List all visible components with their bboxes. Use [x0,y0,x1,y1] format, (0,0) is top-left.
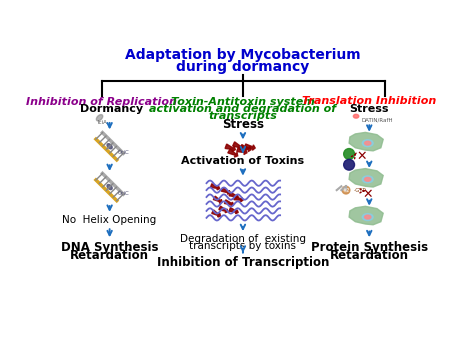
Circle shape [344,148,355,159]
Circle shape [342,186,350,194]
Polygon shape [221,188,230,194]
Text: ✕: ✕ [363,188,373,200]
Text: IciA: IciA [98,120,108,125]
Polygon shape [229,208,238,214]
Text: activation and degradation of: activation and degradation of [149,104,337,114]
Ellipse shape [365,215,371,219]
Text: ✕: ✕ [356,150,367,163]
Text: DNA Synthesis: DNA Synthesis [61,240,158,254]
Text: OriC: OriC [118,150,129,155]
Polygon shape [213,196,222,203]
Polygon shape [96,115,103,121]
Text: Protein Synthesis: Protein Synthesis [310,240,428,254]
Ellipse shape [365,177,371,181]
Ellipse shape [362,176,373,183]
Text: Dormancy: Dormancy [81,104,144,114]
Text: -GTP: -GTP [354,188,366,193]
Text: Translation Inhibition: Translation Inhibition [302,96,437,106]
Ellipse shape [107,184,112,190]
Polygon shape [349,133,383,151]
Polygon shape [233,142,243,150]
Polygon shape [349,169,383,187]
Text: Degradation of  existing: Degradation of existing [180,234,306,244]
Ellipse shape [362,213,373,220]
Text: during dormancy: during dormancy [176,60,310,74]
Circle shape [344,159,355,170]
Text: transcripts by toxins: transcripts by toxins [190,242,296,251]
Text: transcripts: transcripts [209,111,277,121]
Polygon shape [212,210,220,217]
Polygon shape [225,144,236,152]
Text: Activation of Toxins: Activation of Toxins [182,156,304,166]
Text: OriC: OriC [118,191,129,196]
Polygon shape [237,147,247,155]
Polygon shape [245,144,255,150]
Text: DATIN/RafH: DATIN/RafH [362,118,393,122]
Polygon shape [229,192,238,198]
Polygon shape [210,184,219,190]
Polygon shape [224,200,234,206]
Ellipse shape [107,144,112,149]
Ellipse shape [365,141,371,145]
Text: Adaptation by Mycobacterium: Adaptation by Mycobacterium [125,48,361,62]
Text: Retardation: Retardation [70,249,149,262]
Text: Stress: Stress [349,104,389,114]
Text: #2: #2 [342,188,350,193]
Text: Inhibition of Replication: Inhibition of Replication [27,97,177,107]
Polygon shape [349,206,383,225]
Ellipse shape [362,140,373,147]
Text: Toxin-Antitoxin system: Toxin-Antitoxin system [171,97,315,107]
Polygon shape [234,196,243,202]
Ellipse shape [353,114,359,118]
Text: Stress: Stress [222,118,264,131]
Text: Retardation: Retardation [330,249,409,262]
Polygon shape [241,145,251,152]
Text: Inhibition of Transcription: Inhibition of Transcription [157,256,329,269]
Polygon shape [219,206,228,213]
Text: No  Helix Opening: No Helix Opening [63,215,157,225]
Polygon shape [228,149,237,157]
